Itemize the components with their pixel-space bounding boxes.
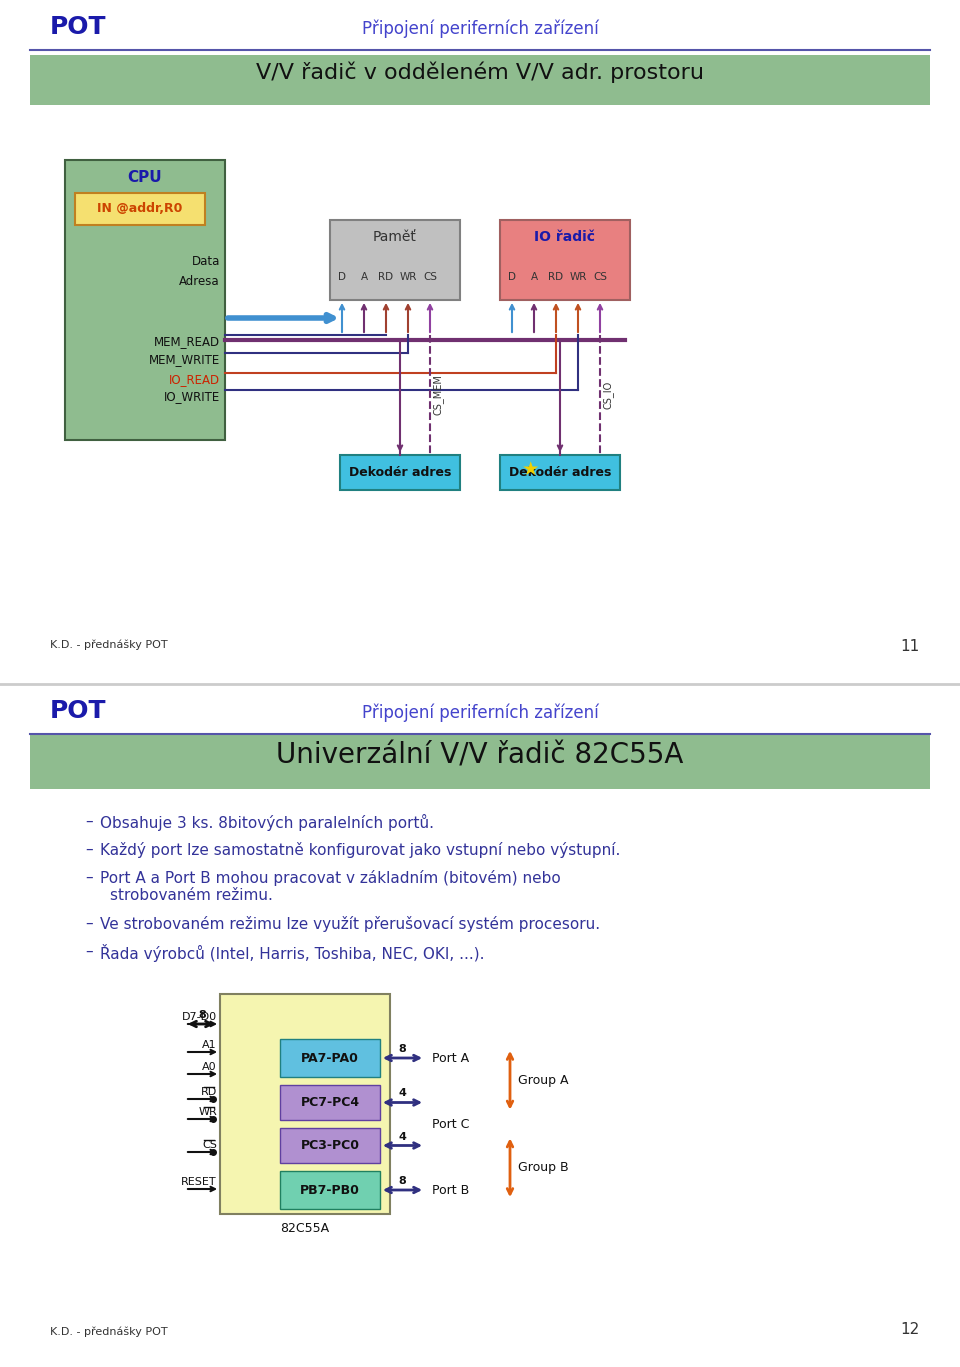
- FancyBboxPatch shape: [75, 193, 205, 226]
- Text: 82C55A: 82C55A: [280, 1222, 329, 1234]
- Text: IO řadič: IO řadič: [535, 230, 595, 243]
- Text: IO_WRITE: IO_WRITE: [164, 390, 220, 403]
- Text: POT: POT: [50, 15, 107, 40]
- Text: A: A: [531, 272, 538, 282]
- FancyBboxPatch shape: [500, 220, 630, 299]
- Text: –: –: [85, 869, 92, 884]
- Text: Port B: Port B: [432, 1184, 469, 1196]
- Text: 8: 8: [398, 1176, 406, 1187]
- Text: RD: RD: [548, 272, 564, 282]
- Text: POT: POT: [50, 699, 107, 723]
- Text: D: D: [508, 272, 516, 282]
- Text: 4: 4: [398, 1132, 406, 1141]
- Text: –: –: [85, 842, 92, 857]
- Text: RD: RD: [201, 1087, 217, 1096]
- Text: K.D. - přednášky POT: K.D. - přednášky POT: [50, 638, 168, 649]
- Text: K.D. - přednášky POT: K.D. - přednášky POT: [50, 1326, 168, 1337]
- Text: Dekodér adres: Dekodér adres: [348, 466, 451, 478]
- Text: A0: A0: [203, 1062, 217, 1072]
- Text: 11: 11: [900, 638, 920, 653]
- Text: MEM_READ: MEM_READ: [154, 335, 220, 349]
- Text: CS: CS: [593, 272, 607, 282]
- Text: 4: 4: [398, 1088, 406, 1099]
- Text: MEM_WRITE: MEM_WRITE: [149, 353, 220, 366]
- Text: D7-D0: D7-D0: [181, 1012, 217, 1023]
- Text: Připojení periferních zařízení: Připojení periferních zařízení: [362, 21, 598, 38]
- FancyBboxPatch shape: [280, 1128, 380, 1163]
- Text: Každý port lze samostatně konfigurovat jako vstupní nebo výstupní.: Každý port lze samostatně konfigurovat j…: [100, 842, 620, 858]
- Text: 8: 8: [198, 1010, 205, 1020]
- FancyBboxPatch shape: [220, 994, 390, 1214]
- Text: Obsahuje 3 ks. 8bitových paralelních portů.: Obsahuje 3 ks. 8bitových paralelních por…: [100, 813, 434, 831]
- Text: Ve strobovaném režimu lze využít přerušovací systém procesoru.: Ve strobovaném režimu lze využít přerušo…: [100, 916, 600, 932]
- Text: Paměť: Paměť: [373, 230, 417, 243]
- Text: CPU: CPU: [128, 170, 162, 185]
- Text: PC3-PC0: PC3-PC0: [300, 1139, 359, 1152]
- Text: A1: A1: [203, 1040, 217, 1050]
- Text: CS_MEM: CS_MEM: [433, 375, 444, 416]
- Text: PC7-PC4: PC7-PC4: [300, 1096, 360, 1109]
- Text: PB7-PB0: PB7-PB0: [300, 1184, 360, 1196]
- FancyBboxPatch shape: [280, 1085, 380, 1120]
- Text: Adresa: Adresa: [180, 275, 220, 288]
- Text: RESET: RESET: [181, 1177, 217, 1187]
- Text: CS_IO: CS_IO: [603, 381, 613, 409]
- Text: –: –: [85, 945, 92, 960]
- FancyBboxPatch shape: [330, 220, 460, 299]
- Text: V/V řadič v odděleném V/V adr. prostoru: V/V řadič v odděleném V/V adr. prostoru: [256, 62, 704, 83]
- Text: ★: ★: [521, 461, 539, 478]
- Text: Připojení periferních zařízení: Připojení periferních zařízení: [362, 704, 598, 723]
- Text: CS: CS: [203, 1140, 217, 1150]
- FancyBboxPatch shape: [65, 160, 225, 440]
- Text: CS: CS: [423, 272, 437, 282]
- Text: D: D: [338, 272, 346, 282]
- Text: RD: RD: [378, 272, 394, 282]
- Text: Dekodér adres: Dekodér adres: [509, 466, 612, 478]
- Text: Řada výrobců (Intel, Harris, Toshiba, NEC, OKI, ...).: Řada výrobců (Intel, Harris, Toshiba, NE…: [100, 945, 485, 962]
- Text: WR: WR: [199, 1107, 217, 1117]
- Text: –: –: [85, 813, 92, 828]
- FancyBboxPatch shape: [500, 455, 620, 489]
- Text: Group B: Group B: [518, 1161, 568, 1174]
- Text: 12: 12: [900, 1322, 920, 1337]
- FancyBboxPatch shape: [340, 455, 460, 489]
- Text: IO_READ: IO_READ: [169, 373, 220, 385]
- Text: WR: WR: [399, 272, 417, 282]
- Text: Data: Data: [192, 256, 220, 268]
- Text: WR: WR: [569, 272, 587, 282]
- Text: –: –: [85, 916, 92, 931]
- Text: 8: 8: [398, 1044, 406, 1054]
- Text: Univerzální V/V řadič 82C55A: Univerzální V/V řadič 82C55A: [276, 742, 684, 770]
- FancyBboxPatch shape: [280, 1172, 380, 1208]
- Text: IN @addr,R0: IN @addr,R0: [97, 202, 182, 216]
- Text: strobovaném režimu.: strobovaném režimu.: [110, 889, 273, 904]
- Text: Group A: Group A: [518, 1073, 568, 1087]
- Text: Port A: Port A: [432, 1051, 469, 1065]
- Text: Port A a Port B mohou pracovat v základním (bitovém) nebo: Port A a Port B mohou pracovat v základn…: [100, 869, 561, 886]
- FancyBboxPatch shape: [30, 55, 930, 105]
- FancyBboxPatch shape: [30, 734, 930, 789]
- Text: PA7-PA0: PA7-PA0: [301, 1051, 359, 1065]
- Text: A: A: [360, 272, 368, 282]
- FancyBboxPatch shape: [280, 1039, 380, 1077]
- Text: Port C: Port C: [432, 1117, 469, 1131]
